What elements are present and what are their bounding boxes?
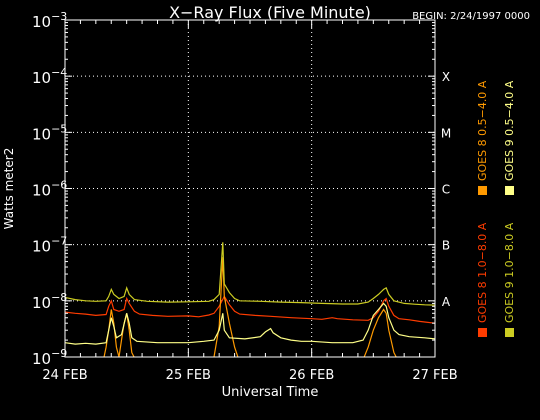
flare-class-label: M <box>441 126 451 140</box>
chart-title: X−Ray Flux (Five Minute) <box>169 3 371 22</box>
y-tick-label: 10−9 <box>32 347 67 368</box>
series-line-4 <box>65 302 435 345</box>
legend-label: GOES 9 1.0−8.0 A <box>503 222 516 323</box>
y-tick-label: 10−6 <box>32 179 67 200</box>
legend-swatch <box>505 328 514 337</box>
flare-class-label: C <box>442 183 450 197</box>
y-tick-label: 10−7 <box>32 235 67 256</box>
flare-class-label: A <box>442 295 451 309</box>
x-tick-label: 26 FEB <box>289 368 334 383</box>
series-line-1 <box>65 295 435 324</box>
flare-class-label: X <box>442 70 450 84</box>
legend-label: GOES 8 1.0−8.0 A <box>476 222 489 323</box>
x-tick-label: 24 FEB <box>42 368 87 383</box>
legend-label: GOES 9 0.5−4.0 A <box>503 80 516 181</box>
x-axis-title: Universal Time <box>221 385 319 400</box>
legend-swatch <box>505 186 514 195</box>
series-line-2 <box>103 257 397 357</box>
y-tick-label: 10−8 <box>32 291 67 312</box>
y-tick-label: 10−4 <box>32 66 67 87</box>
y-tick-label: 10−3 <box>32 10 67 31</box>
series-line-3 <box>65 242 435 306</box>
legend-label: GOES 8 0.5−4.0 A <box>476 80 489 181</box>
x-tick-label: 27 FEB <box>412 368 457 383</box>
begin-date-label: BEGIN: 2/24/1997 0000 <box>412 11 530 22</box>
y-axis-title: Watts meter2 <box>2 148 16 230</box>
legend-swatch <box>478 186 487 195</box>
flare-class-label: B <box>442 239 450 253</box>
y-tick-label: 10−5 <box>32 122 67 143</box>
legend-swatch <box>478 328 487 337</box>
x-tick-label: 25 FEB <box>166 368 211 383</box>
